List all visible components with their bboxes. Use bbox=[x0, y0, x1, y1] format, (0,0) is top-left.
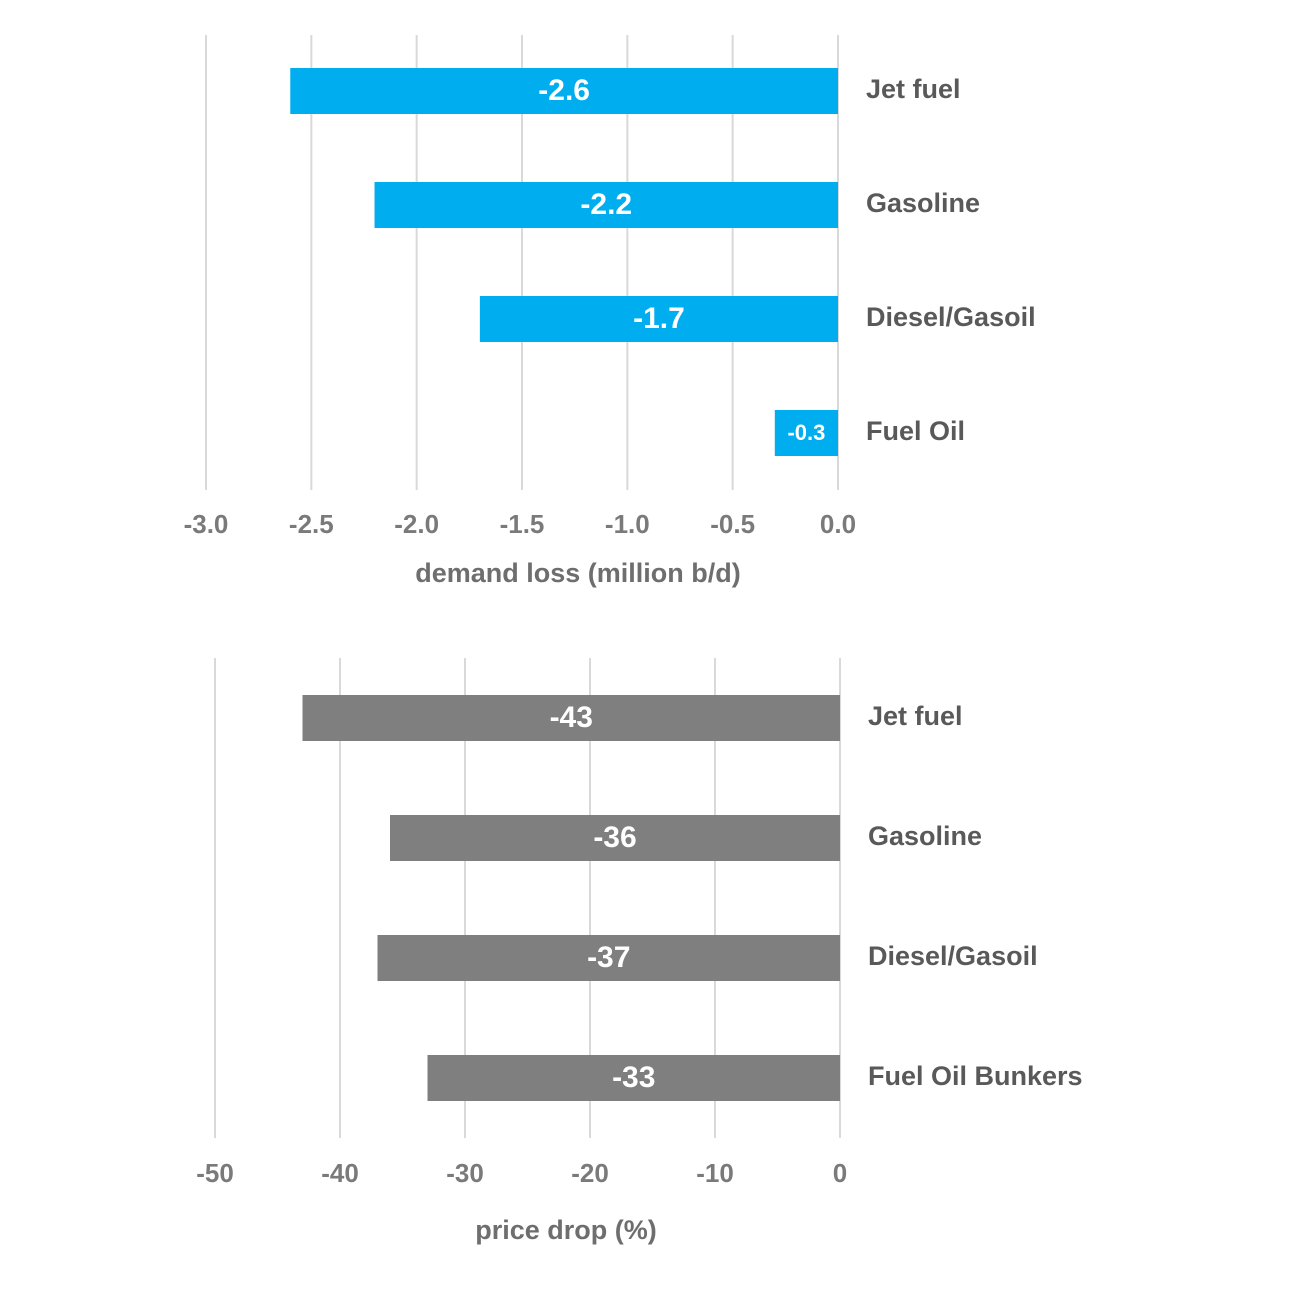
axis-title: demand loss (million b/d) bbox=[415, 558, 741, 588]
x-tick-label: -20 bbox=[571, 1158, 609, 1188]
bar bbox=[427, 1055, 840, 1101]
x-tick-label: -0.5 bbox=[710, 509, 755, 539]
x-tick-label: -40 bbox=[321, 1158, 359, 1188]
bar bbox=[479, 296, 838, 342]
category-label: Diesel/Gasoil bbox=[868, 941, 1038, 971]
bar bbox=[290, 68, 838, 114]
bar bbox=[377, 935, 840, 981]
data-label: -37 bbox=[587, 941, 630, 974]
x-tick-label: 0.0 bbox=[820, 509, 856, 539]
data-label: -2.2 bbox=[580, 188, 632, 221]
category-label: Gasoline bbox=[866, 188, 980, 218]
axis-title: price drop (%) bbox=[475, 1215, 657, 1245]
category-label: Jet fuel bbox=[868, 701, 963, 731]
category-label: Jet fuel bbox=[866, 74, 961, 104]
data-label: -1.7 bbox=[633, 302, 685, 335]
category-label: Fuel Oil bbox=[866, 416, 965, 446]
bar bbox=[774, 410, 838, 456]
data-label: -43 bbox=[550, 701, 593, 734]
x-tick-label: -1.0 bbox=[605, 509, 650, 539]
category-label: Fuel Oil Bunkers bbox=[868, 1061, 1083, 1091]
data-label: -36 bbox=[593, 821, 636, 854]
x-tick-label: -2.0 bbox=[394, 509, 439, 539]
category-label: Gasoline bbox=[868, 821, 982, 851]
data-label: -33 bbox=[612, 1061, 655, 1094]
data-label: -2.6 bbox=[538, 74, 590, 107]
bar bbox=[390, 815, 840, 861]
bar bbox=[302, 695, 840, 741]
x-tick-label: -10 bbox=[696, 1158, 734, 1188]
x-tick-label: -1.5 bbox=[500, 509, 545, 539]
x-tick-label: -50 bbox=[196, 1158, 234, 1188]
bar bbox=[374, 182, 838, 228]
x-tick-label: -2.5 bbox=[289, 509, 334, 539]
x-tick-label: 0 bbox=[833, 1158, 847, 1188]
x-tick-label: -30 bbox=[446, 1158, 484, 1188]
x-tick-label: -3.0 bbox=[184, 509, 229, 539]
data-label: -0.3 bbox=[787, 420, 825, 445]
category-label: Diesel/Gasoil bbox=[866, 302, 1036, 332]
